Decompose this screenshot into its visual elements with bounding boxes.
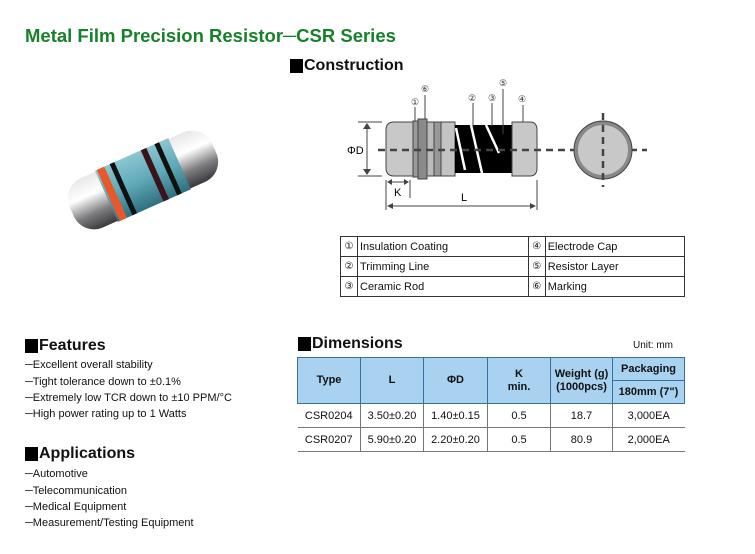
- text: ③: [340, 276, 358, 297]
- application-item: ─Medical Equipment: [25, 501, 127, 513]
- legend-row: ③ Ceramic Rod ⑥ Marking: [340, 276, 686, 297]
- text: 3.50±0.20: [360, 403, 424, 428]
- text: ③: [488, 93, 496, 103]
- bullet-square-icon: [290, 59, 303, 73]
- text: CSR0204: [297, 403, 361, 428]
- heading-text: Construction: [304, 57, 404, 74]
- feature-item: ─High power rating up to 1 Watts: [25, 408, 187, 420]
- feature-item: ─Excellent overall stability: [25, 359, 153, 371]
- heading-text: Features: [39, 337, 106, 354]
- dimensions-heading: Dimensions: [298, 335, 403, 353]
- text: 2.20±0.20: [423, 427, 488, 452]
- text: Trimming Line: [357, 256, 529, 277]
- text: 5.90±0.20: [360, 427, 424, 452]
- bullet-square-icon: [25, 339, 38, 353]
- text: (1000pcs): [556, 380, 607, 393]
- text: ②: [340, 256, 358, 277]
- text: CSR0207: [297, 427, 361, 452]
- callouts: ① ⑥ ② ③ ⑤ ④: [411, 78, 526, 134]
- heading-text: Dimensions: [312, 335, 403, 352]
- col-l: L: [360, 357, 424, 404]
- construction-diagram: ΦD K L ① ⑥ ② ③ ⑤ ④: [347, 78, 647, 210]
- diameter-label: ΦD: [347, 145, 364, 157]
- text: 0.5: [487, 427, 551, 452]
- text: 1.40±0.15: [423, 403, 488, 428]
- feature-item: ─Tight tolerance down to ±0.1%: [25, 376, 181, 388]
- text: 2,000EA: [612, 427, 685, 452]
- text: Insulation Coating: [357, 236, 529, 257]
- col-d: ΦD: [423, 357, 488, 404]
- legend-row: ① Insulation Coating ④ Electrode Cap: [340, 236, 686, 257]
- text: Electrode Cap: [544, 236, 686, 257]
- text: Resistor Layer: [544, 256, 686, 277]
- text: ④: [527, 236, 546, 257]
- text: ⑤: [527, 256, 546, 277]
- text: min.: [507, 380, 531, 393]
- text: ②: [468, 93, 476, 103]
- col-type: Type: [297, 357, 361, 404]
- text: ④: [518, 94, 526, 104]
- text: ⑥: [421, 84, 429, 94]
- resistor-photo: [67, 130, 219, 230]
- unit-label: Unit: mm: [633, 340, 673, 351]
- feature-item: ─Extremely low TCR down to ±10 PPM/°C: [25, 392, 232, 404]
- text: 80.9: [550, 427, 613, 452]
- application-item: ─Automotive: [25, 468, 88, 480]
- construction-legend: ① Insulation Coating ④ Electrode Cap ② Trimm…: [340, 236, 686, 297]
- text: Marking: [544, 276, 686, 297]
- col-packaging-sub: 180mm (7"): [612, 380, 685, 404]
- heading-text: Applications: [39, 445, 136, 462]
- application-item: ─Telecommunication: [25, 485, 127, 497]
- k-label: K: [394, 187, 402, 199]
- page-title: Metal Film Precision Resistor─CSR Series: [25, 25, 396, 46]
- bullet-square-icon: [298, 337, 311, 351]
- text: Weight (g): [554, 367, 609, 380]
- col-weight: Weight (g) (1000pcs): [550, 357, 613, 404]
- table-row: CSR0204 3.50±0.20 1.40±0.15 0.5 18.7 3,000EA: [297, 403, 685, 428]
- text: ⑤: [499, 78, 507, 88]
- application-item: ─Measurement/Testing Equipment: [25, 517, 194, 529]
- text: ⑥: [527, 276, 546, 297]
- text: K: [515, 367, 523, 380]
- construction-heading: Construction: [290, 57, 404, 75]
- col-packaging: Packaging: [612, 357, 685, 381]
- text: 3,000EA: [612, 403, 685, 428]
- text: 18.7: [550, 403, 613, 428]
- text: 0.5: [487, 403, 551, 428]
- legend-row: ② Trimming Line ⑤ Resistor Layer: [340, 256, 686, 277]
- text: ①: [411, 97, 419, 107]
- text: ①: [340, 236, 358, 257]
- table-row: CSR0207 5.90±0.20 2.20±0.20 0.5 80.9 2,000EA: [297, 427, 685, 452]
- text: Ceramic Rod: [357, 276, 529, 297]
- length-label: L: [461, 192, 467, 204]
- features-heading: Features: [25, 337, 106, 355]
- applications-heading: Applications: [25, 445, 135, 463]
- bullet-square-icon: [25, 447, 38, 461]
